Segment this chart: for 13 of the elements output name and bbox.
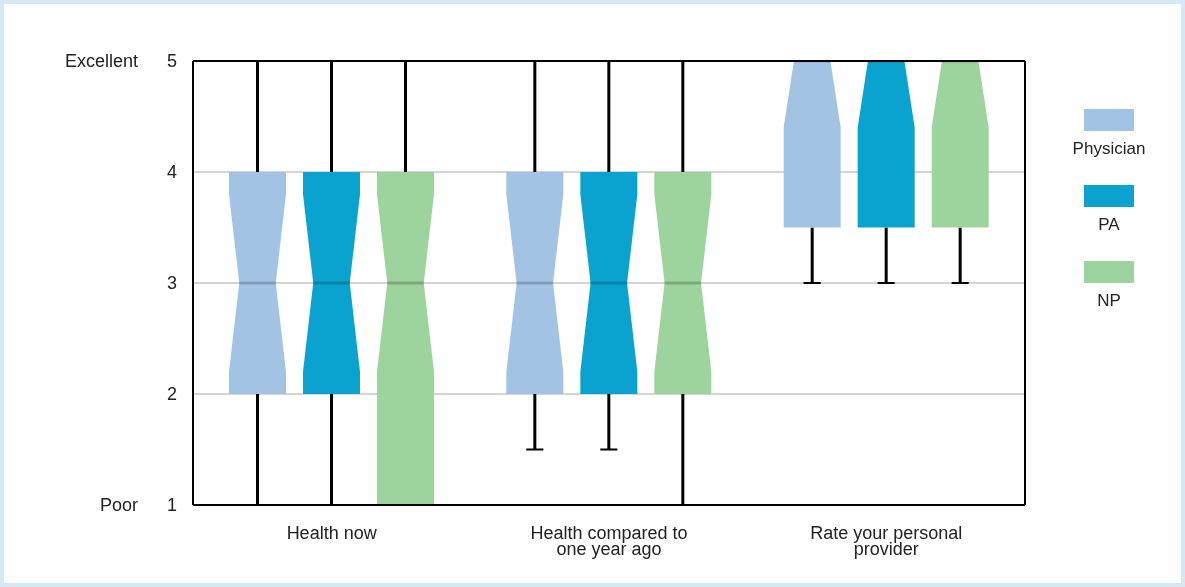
y-tick-label: 2: [166, 384, 177, 405]
text: Excellent: [64, 51, 138, 72]
y-tick-label: 4: [166, 162, 177, 183]
x-tick-label: Rate your personal provider: [810, 523, 963, 559]
text: Poor: [99, 495, 138, 516]
legend-label: NP: [1097, 291, 1121, 311]
x-tick-label: Health now: [286, 523, 378, 544]
x-tick-label: Health compared to one year ago: [530, 523, 688, 559]
y-tick-label: 1: [166, 495, 177, 516]
y-tick-label: 5: [166, 51, 177, 72]
y-tick-label: 3: [166, 273, 177, 294]
legend-label: PA: [1098, 215, 1120, 235]
legend-label: Physician: [1072, 139, 1146, 159]
